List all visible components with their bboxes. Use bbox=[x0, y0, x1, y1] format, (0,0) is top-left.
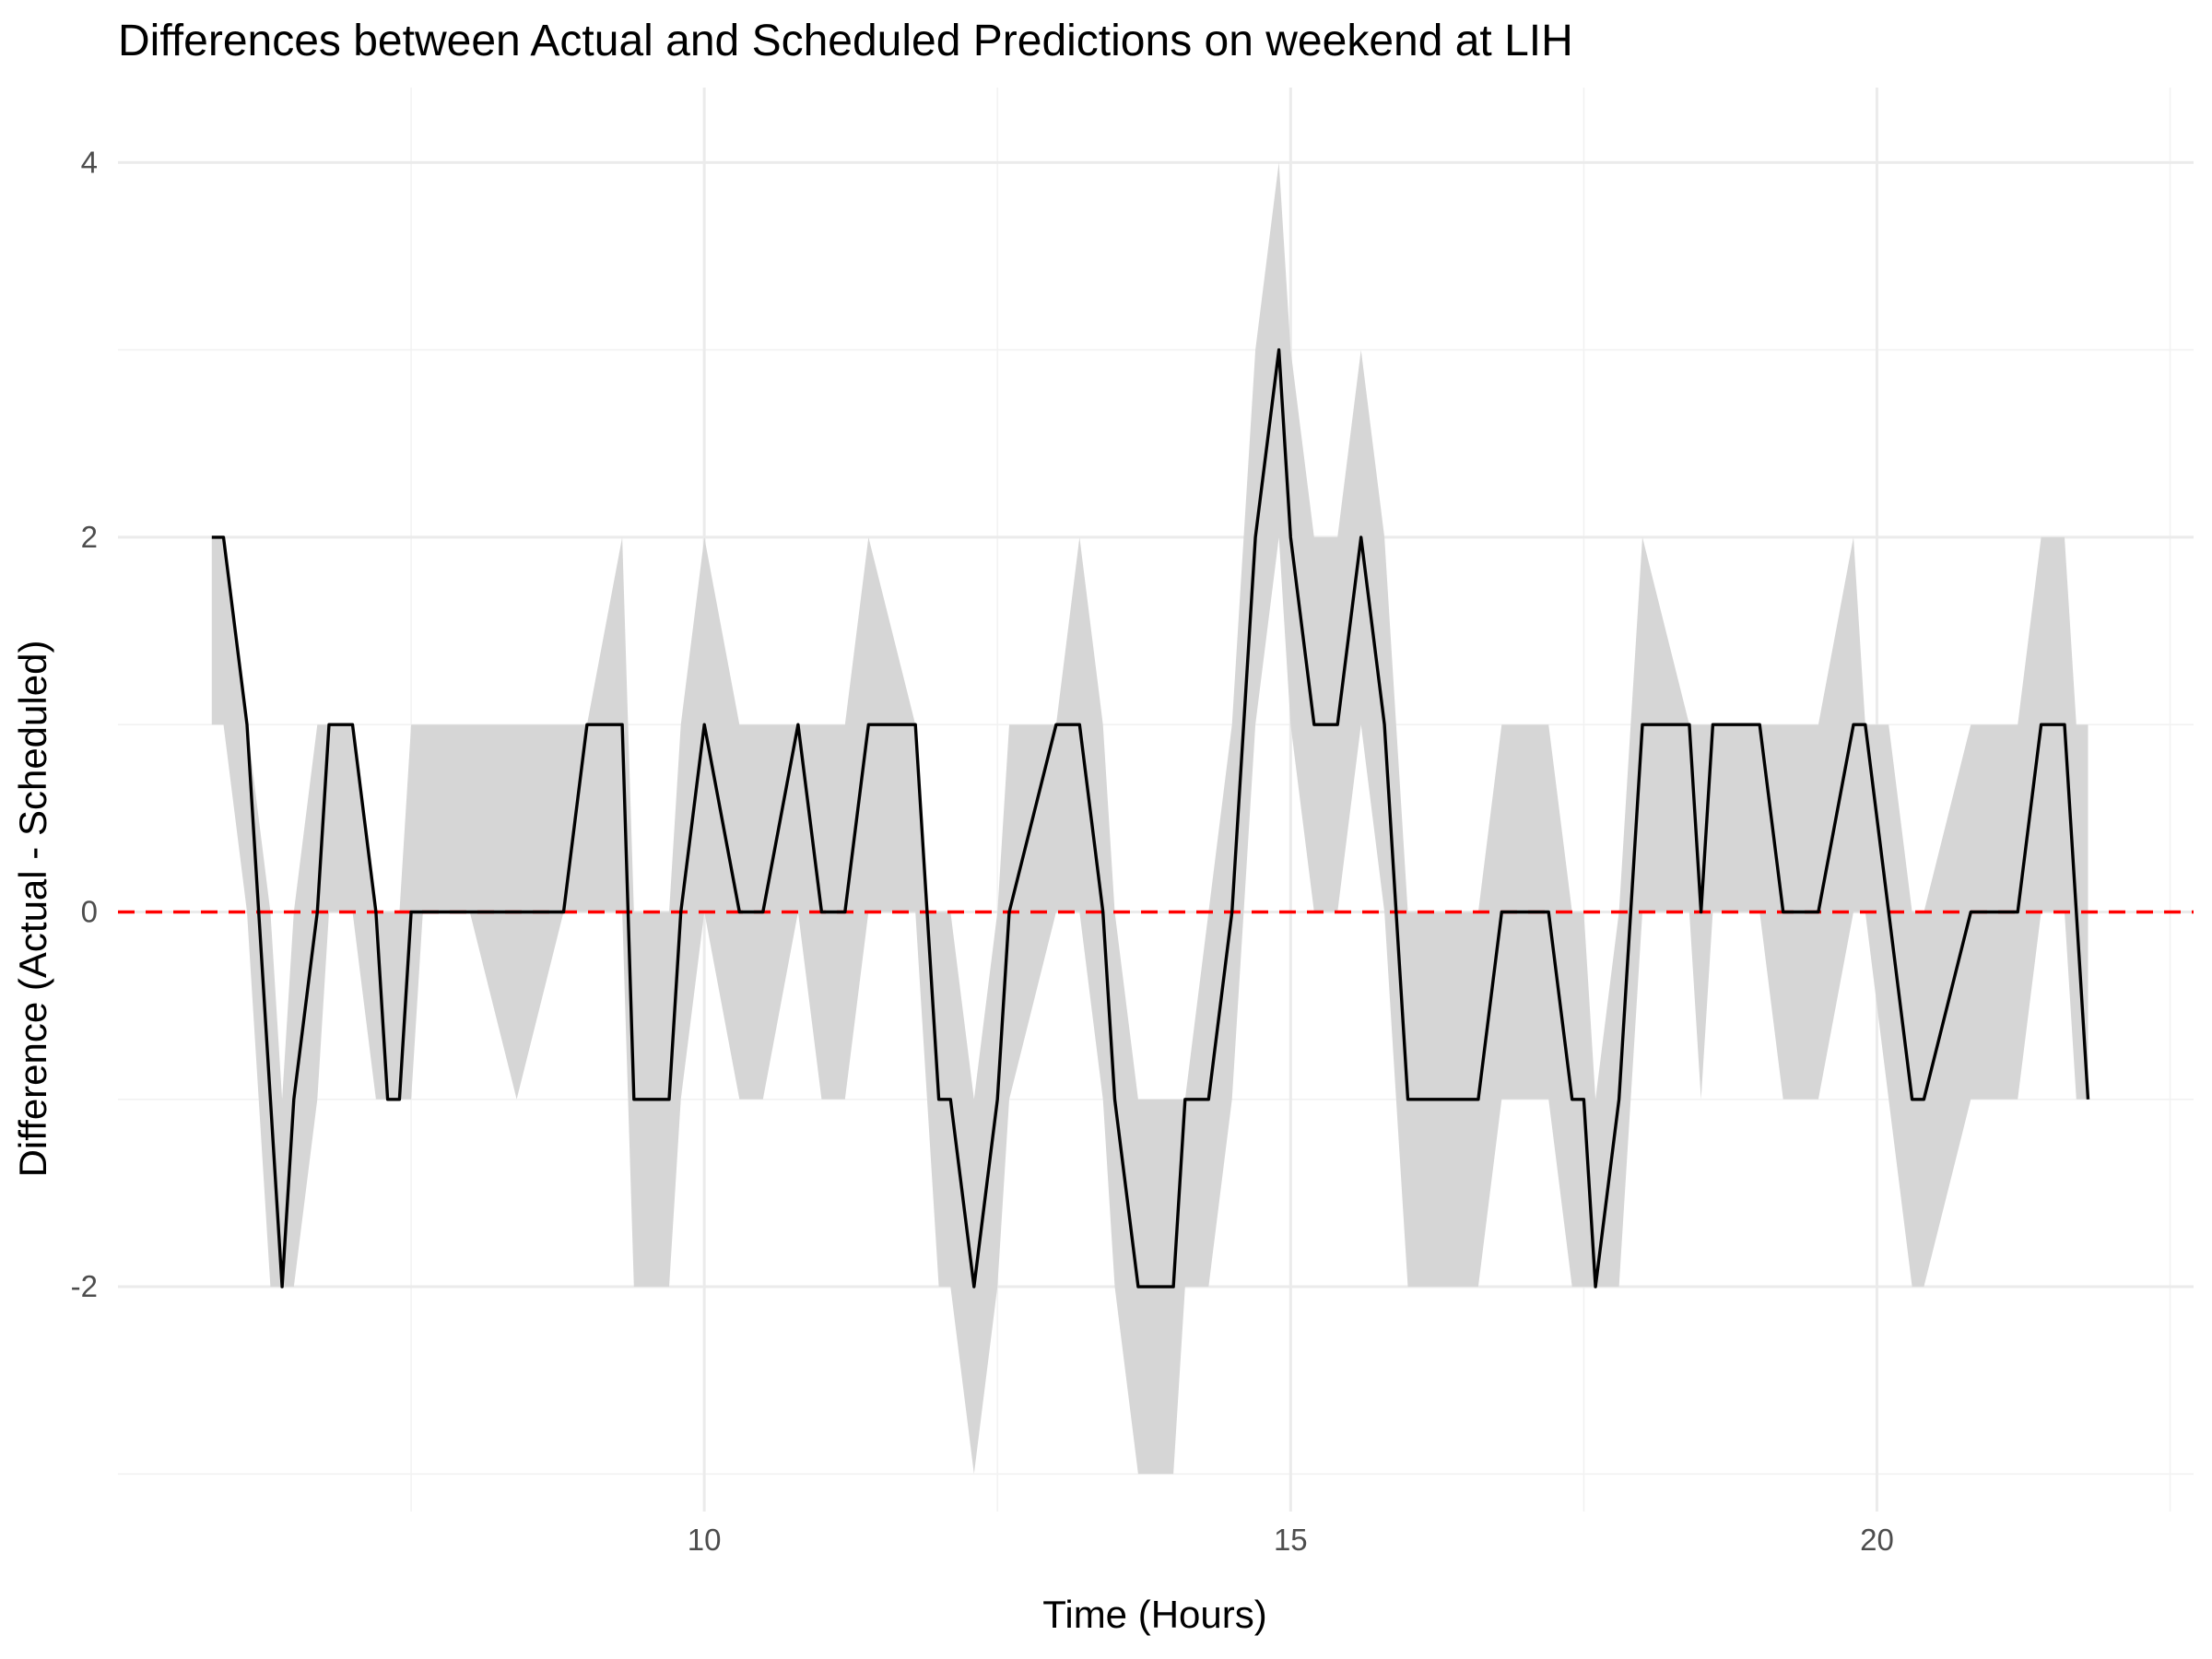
x-axis-tick-labels: 10 15 20 bbox=[688, 1523, 1894, 1557]
ribbon-layer bbox=[211, 162, 2088, 1475]
y-axis-title: Difference (Actual - Scheduled) bbox=[11, 641, 54, 1178]
y-tick-label: 4 bbox=[81, 145, 98, 179]
difference-series-line bbox=[211, 347, 2090, 1288]
minor-gridlines bbox=[118, 88, 2194, 1512]
y-tick-label: 2 bbox=[81, 520, 98, 554]
y-axis-tick-labels: -2 0 2 4 bbox=[71, 145, 98, 1303]
y-tick-label: 0 bbox=[81, 894, 98, 928]
chart-title: Differences between Actual and Scheduled… bbox=[118, 17, 1573, 65]
ribbon-area bbox=[211, 162, 2088, 1475]
x-tick-label: 15 bbox=[1274, 1523, 1308, 1557]
x-tick-label: 10 bbox=[688, 1523, 722, 1557]
line-layer bbox=[211, 347, 2090, 1288]
x-axis-title: Time (Hours) bbox=[1042, 1593, 1266, 1636]
y-tick-label: -2 bbox=[71, 1269, 98, 1303]
x-tick-label: 20 bbox=[1860, 1523, 1894, 1557]
